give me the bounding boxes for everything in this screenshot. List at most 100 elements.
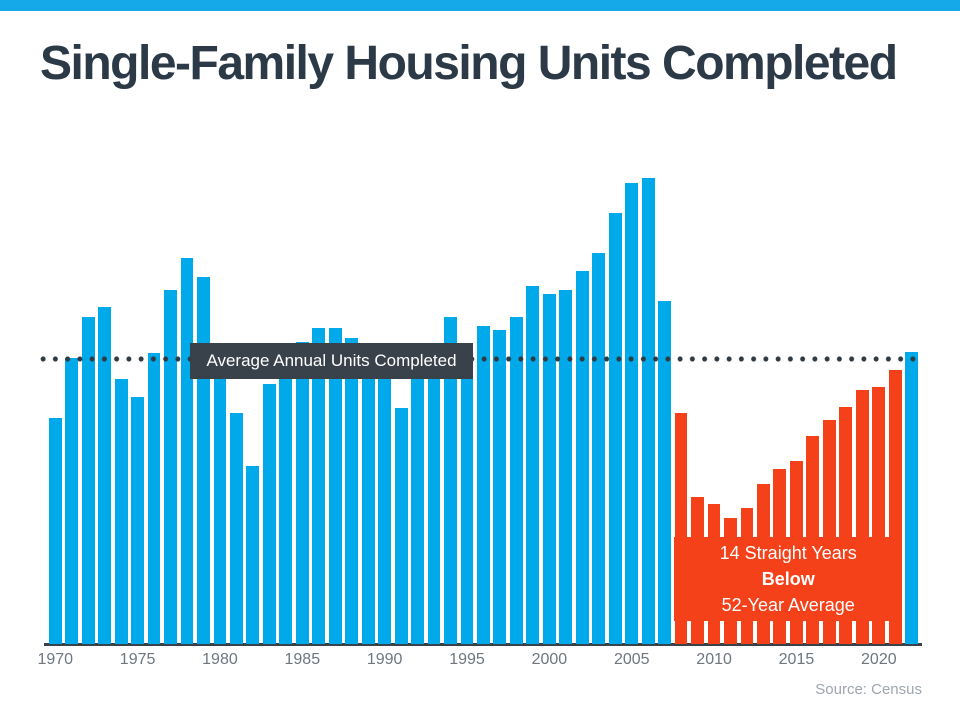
bar-cell-1989 xyxy=(360,165,376,644)
bar-1983 xyxy=(262,383,276,644)
bar-2004 xyxy=(608,212,622,644)
bar-cell-1976 xyxy=(146,165,162,644)
bar-cell-1979 xyxy=(195,165,211,644)
bar-1998 xyxy=(509,317,523,644)
bar-cell-1993 xyxy=(426,165,442,644)
bar-1972 xyxy=(81,317,95,644)
bar-1980 xyxy=(213,374,227,644)
page-title: Single-Family Housing Units Completed xyxy=(40,37,898,90)
bar-1977 xyxy=(164,289,177,644)
bar-cell-1991 xyxy=(393,165,409,644)
x-tick-2010: 2010 xyxy=(696,651,732,668)
bar-1978 xyxy=(180,258,194,644)
bar-cell-1975 xyxy=(129,165,145,644)
bar-1975 xyxy=(131,397,144,644)
bar-cell-1978 xyxy=(179,165,195,644)
x-tick-1970: 1970 xyxy=(37,651,74,668)
bar-cell-1996 xyxy=(475,165,491,644)
bar-1990 xyxy=(378,371,392,644)
bar-cell-1973 xyxy=(96,165,112,644)
bar-1986 xyxy=(312,328,326,644)
bar-1979 xyxy=(197,277,210,644)
average-dotted-line xyxy=(37,356,921,362)
bar-1981 xyxy=(229,413,243,644)
bar-cell-2006 xyxy=(640,165,656,644)
bar-1992 xyxy=(411,372,424,644)
bar-cell-1974 xyxy=(113,165,129,644)
bar-cell-1982 xyxy=(245,165,261,644)
bar-cell-2000 xyxy=(541,165,557,644)
bar-cell-1992 xyxy=(409,165,425,644)
bar-2005 xyxy=(625,183,639,644)
bar-cell-1985 xyxy=(294,165,310,644)
bar-cell-1981 xyxy=(228,165,244,644)
x-tick-1995: 1995 xyxy=(449,651,485,668)
bar-1984 xyxy=(279,355,293,644)
bar-1973 xyxy=(98,306,112,644)
top-accent-bar xyxy=(0,0,960,11)
bar-cell-2007 xyxy=(656,165,672,644)
below-average-annotation: 14 Straight Years Below 52-Year Average xyxy=(674,537,903,621)
bar-1987 xyxy=(328,327,342,644)
source-note: Source: Census xyxy=(815,681,922,698)
x-tick-1985: 1985 xyxy=(284,651,321,668)
bar-2000 xyxy=(542,294,556,644)
bar-cell-2003 xyxy=(590,165,606,644)
bar-2022 xyxy=(905,352,919,644)
x-tick-2000: 2000 xyxy=(531,651,568,668)
annotation-line-3: 52-Year Average xyxy=(721,595,855,615)
bar-cell-1990 xyxy=(376,165,392,644)
bar-chart-plot-area: 14 Straight Years Below 52-Year Average xyxy=(47,165,920,644)
bar-1970 xyxy=(48,418,62,644)
bar-cell-1999 xyxy=(525,165,541,644)
bar-cell-1970 xyxy=(47,165,63,644)
bar-1974 xyxy=(114,379,128,644)
bar-1999 xyxy=(526,286,540,644)
x-tick-1980: 1980 xyxy=(202,651,238,668)
bar-cell-1995 xyxy=(459,165,475,644)
bar-1976 xyxy=(147,352,161,644)
x-axis-ticks: 1970 1975 1980 1985 1990 1995 2000 2005 2010 2015… xyxy=(37,651,920,673)
bar-1971 xyxy=(65,358,79,644)
bar-2002 xyxy=(575,270,589,644)
bar-cell-1998 xyxy=(508,165,524,644)
bar-1985 xyxy=(295,341,309,644)
bar-cell-2004 xyxy=(607,165,623,644)
bar-cell-1986 xyxy=(311,165,327,644)
bar-cell-1987 xyxy=(327,165,343,644)
bar-1993 xyxy=(427,351,441,644)
x-axis-line xyxy=(44,643,922,646)
x-tick-1975: 1975 xyxy=(119,651,156,668)
bar-1982 xyxy=(246,465,260,644)
bar-cell-1977 xyxy=(162,165,178,644)
bar-2003 xyxy=(592,253,606,644)
bar-1989 xyxy=(361,354,375,644)
bar-cell-2022 xyxy=(903,165,919,644)
x-tick-2015: 2015 xyxy=(778,651,815,668)
bar-2001 xyxy=(559,290,573,644)
x-tick-2005: 2005 xyxy=(613,651,650,668)
bar-cell-2005 xyxy=(623,165,639,644)
bar-cell-1988 xyxy=(343,165,359,644)
bar-2007 xyxy=(658,300,671,644)
bar-cell-1994 xyxy=(442,165,458,644)
annotation-line-2: Below xyxy=(761,569,815,589)
bar-cell-1971 xyxy=(63,165,79,644)
bar-1988 xyxy=(345,338,359,644)
bar-cell-1980 xyxy=(212,165,228,644)
x-tick-1990: 1990 xyxy=(366,651,403,668)
x-tick-2020: 2020 xyxy=(861,651,897,668)
bar-1994 xyxy=(444,317,457,644)
bar-1997 xyxy=(493,329,507,644)
bar-2006 xyxy=(641,177,655,644)
bar-cell-2001 xyxy=(558,165,574,644)
bar-cell-1997 xyxy=(492,165,508,644)
bar-cell-1984 xyxy=(278,165,294,644)
average-line-label: Average Annual Units Completed xyxy=(190,343,473,379)
annotation-line-1: 14 Straight Years xyxy=(719,543,857,563)
bar-1991 xyxy=(394,407,408,644)
bar-1996 xyxy=(477,325,490,644)
bar-cell-2002 xyxy=(574,165,590,644)
bar-cell-1983 xyxy=(261,165,277,644)
